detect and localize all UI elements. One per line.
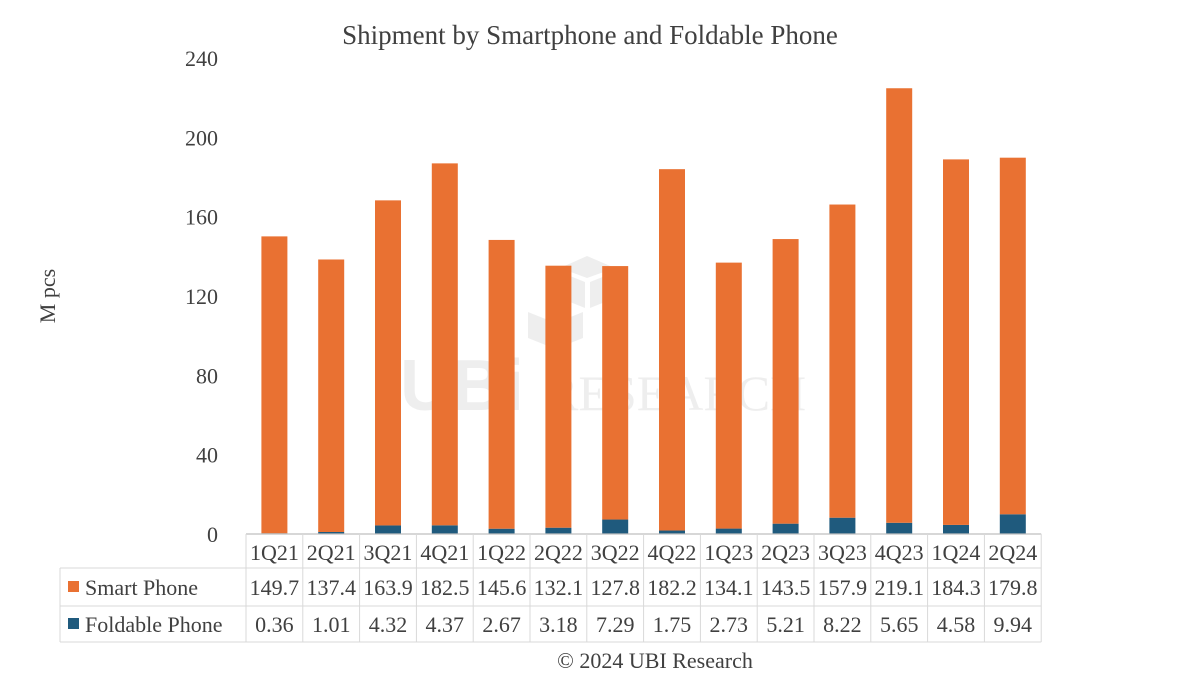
data-label: 134.1 <box>704 575 754 600</box>
bar-foldable-phone <box>999 514 1026 534</box>
legend-label-foldable-phone: Foldable Phone <box>85 612 223 637</box>
bar-smart-phone <box>659 169 685 531</box>
bar-smart-phone <box>545 265 572 528</box>
data-label: 9.94 <box>994 612 1033 637</box>
bar-foldable-phone <box>431 525 458 534</box>
data-label: 4.58 <box>937 612 976 637</box>
bar-foldable-phone <box>715 528 742 534</box>
data-label: 1.01 <box>312 612 351 637</box>
data-label: 149.7 <box>250 575 300 600</box>
bar-smart-phone <box>886 88 913 523</box>
x-tick-label: 2Q23 <box>761 540 810 565</box>
data-label: 0.36 <box>255 612 294 637</box>
x-tick-label: 3Q22 <box>591 540 640 565</box>
data-label: 4.37 <box>426 612 465 637</box>
data-label: 2.73 <box>710 612 749 637</box>
data-label: 8.22 <box>823 612 862 637</box>
data-label: 3.18 <box>539 612 578 637</box>
data-label: 143.5 <box>761 575 811 600</box>
x-tick-label: 3Q21 <box>364 540 413 565</box>
chart-title: Shipment by Smartphone and Foldable Phon… <box>342 20 838 50</box>
bar-foldable-phone <box>772 523 799 534</box>
data-label: 127.8 <box>590 575 640 600</box>
x-tick-label: 4Q22 <box>648 540 697 565</box>
bar-foldable-phone <box>545 527 572 534</box>
data-label: 5.21 <box>766 612 805 637</box>
data-label: 2.67 <box>482 612 521 637</box>
bar-foldable-phone <box>602 519 629 534</box>
x-tick-label: 2Q22 <box>534 540 583 565</box>
bar-foldable-phone <box>659 530 685 534</box>
y-axis-label: M pcs <box>35 269 60 323</box>
x-tick-label: 1Q24 <box>932 540 981 565</box>
data-label: 182.5 <box>420 575 470 600</box>
bar-smart-phone <box>261 236 288 534</box>
y-tick-label: 120 <box>185 284 218 309</box>
legend-label-smart-phone: Smart Phone <box>85 575 198 600</box>
data-label: 137.4 <box>306 575 356 600</box>
data-label: 157.9 <box>818 575 868 600</box>
y-tick-label: 80 <box>196 363 218 388</box>
bar-foldable-phone <box>488 528 515 534</box>
bars <box>261 88 1026 534</box>
data-label: 132.1 <box>534 575 584 600</box>
data-label: 179.8 <box>988 575 1038 600</box>
copyright-footer: © 2024 UBI Research <box>557 648 753 673</box>
data-label: 184.3 <box>931 575 981 600</box>
data-label: 145.6 <box>477 575 527 600</box>
bar-smart-phone <box>829 204 856 518</box>
x-tick-label: 4Q23 <box>875 540 924 565</box>
bar-foldable-phone <box>943 524 969 534</box>
data-label: 4.32 <box>369 612 408 637</box>
data-label: 7.29 <box>596 612 635 637</box>
legend-swatch-smart-phone <box>68 581 79 592</box>
bar-foldable-phone <box>829 517 856 534</box>
y-tick-label: 0 <box>207 522 218 547</box>
bar-smart-phone <box>318 259 345 532</box>
x-tick-label: 1Q23 <box>704 540 753 565</box>
x-tick-label: 2Q24 <box>988 540 1037 565</box>
bar-smart-phone <box>943 159 969 525</box>
y-tick-label: 200 <box>185 125 218 150</box>
data-label: 219.1 <box>874 575 924 600</box>
watermark-cube-icon <box>528 256 615 348</box>
bar-smart-phone <box>772 239 799 524</box>
data-label: 5.65 <box>880 612 919 637</box>
y-tick-label: 40 <box>196 443 218 468</box>
x-tick-label: 1Q22 <box>477 540 526 565</box>
bar-smart-phone <box>375 200 401 526</box>
x-tick-label: 4Q21 <box>420 540 469 565</box>
bar-foldable-phone <box>886 522 913 534</box>
bar-smart-phone <box>602 266 629 520</box>
bar-foldable-phone <box>318 531 345 534</box>
data-label: 163.9 <box>363 575 413 600</box>
y-tick-label: 240 <box>185 46 218 71</box>
bar-smart-phone <box>715 262 742 529</box>
bar-smart-phone <box>488 239 515 529</box>
y-tick-label: 160 <box>185 205 218 230</box>
bar-smart-phone <box>431 163 458 526</box>
x-tick-label: 3Q23 <box>818 540 867 565</box>
y-axis-ticks: 0 40 80 120 160 200 240 <box>185 46 218 547</box>
data-label: 182.2 <box>647 575 697 600</box>
bar-foldable-phone <box>375 525 401 534</box>
legend-swatch-foldable-phone <box>68 618 79 629</box>
data-table: 1Q21 2Q21 3Q21 4Q21 1Q22 2Q22 3Q22 4Q22 1Q23 2Q23… <box>59 533 1042 643</box>
x-tick-label: 1Q21 <box>250 540 299 565</box>
x-tick-label: 2Q21 <box>307 540 356 565</box>
data-label: 1.75 <box>653 612 692 637</box>
bar-smart-phone <box>999 157 1026 515</box>
